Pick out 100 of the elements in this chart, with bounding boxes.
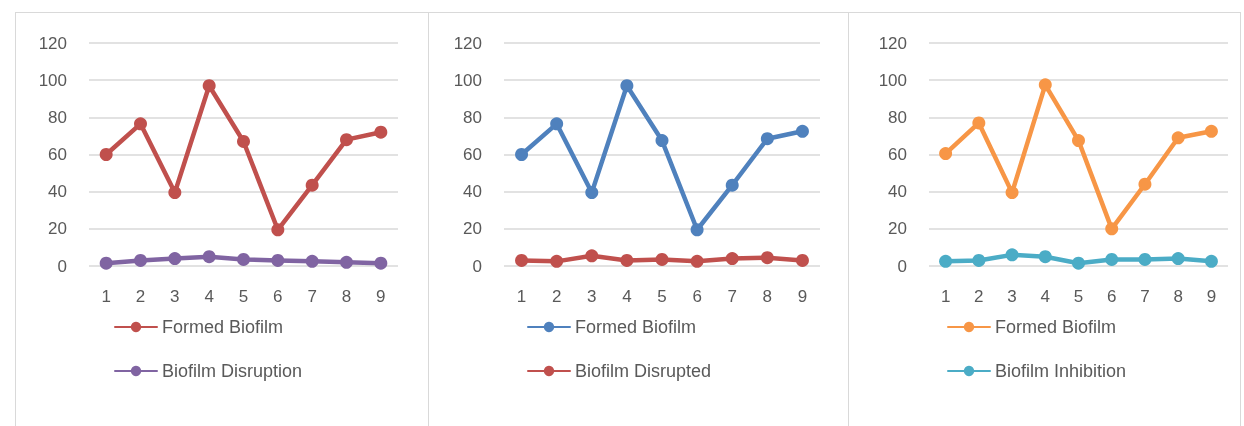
point bbox=[237, 253, 250, 266]
x-tick-label: 2 bbox=[974, 287, 984, 306]
x-tick-label: 1 bbox=[101, 287, 111, 306]
point bbox=[655, 253, 669, 266]
point bbox=[795, 253, 809, 267]
y-tick-label: 80 bbox=[48, 107, 67, 127]
point bbox=[1072, 256, 1085, 270]
legend-label: Formed Biofilm bbox=[575, 317, 697, 337]
x-tick-label: 4 bbox=[1040, 287, 1051, 306]
point bbox=[374, 256, 388, 270]
point bbox=[271, 253, 285, 267]
x-tick-label: 9 bbox=[376, 287, 386, 306]
point bbox=[305, 178, 319, 192]
point bbox=[134, 117, 147, 131]
point bbox=[1171, 252, 1185, 266]
x-tick-label: 2 bbox=[135, 287, 146, 306]
point bbox=[972, 253, 986, 267]
y-tick-label: 40 bbox=[463, 182, 482, 202]
point bbox=[585, 186, 599, 200]
point bbox=[134, 253, 147, 267]
point bbox=[515, 253, 529, 267]
x-tick-label: 7 bbox=[727, 287, 737, 306]
y-tick-label: 20 bbox=[463, 219, 482, 239]
x-tick-label: 2 bbox=[551, 287, 562, 306]
x-tick-label: 7 bbox=[1140, 287, 1150, 306]
point bbox=[1204, 124, 1218, 138]
point bbox=[1204, 254, 1218, 268]
point bbox=[99, 256, 113, 270]
point bbox=[620, 253, 634, 267]
x-tick-label: 8 bbox=[1173, 287, 1183, 306]
x-tick-label: 8 bbox=[762, 287, 773, 306]
point bbox=[1038, 78, 1052, 92]
point bbox=[305, 254, 319, 268]
point bbox=[620, 79, 634, 93]
y-tick-label: 60 bbox=[48, 145, 67, 164]
point bbox=[550, 117, 564, 131]
x-tick-label: 8 bbox=[341, 287, 352, 306]
y-tick-label: 100 bbox=[453, 70, 482, 90]
y-tick-label: 120 bbox=[878, 33, 907, 53]
x-tick-label: 3 bbox=[170, 287, 180, 306]
point bbox=[1138, 253, 1152, 266]
y-tick-label: 80 bbox=[888, 107, 907, 127]
legend-label: Formed Biofilm bbox=[162, 317, 284, 337]
y-tick-label: 0 bbox=[57, 256, 67, 276]
x-tick-label: 1 bbox=[940, 287, 951, 306]
point bbox=[202, 79, 216, 93]
point bbox=[1038, 250, 1052, 264]
point bbox=[1072, 134, 1085, 148]
x-tick-label: 4 bbox=[204, 287, 214, 306]
x-tick-label: 9 bbox=[797, 287, 808, 306]
point bbox=[168, 252, 182, 266]
point bbox=[237, 134, 250, 148]
point bbox=[795, 124, 809, 138]
y-tick-label: 100 bbox=[878, 70, 907, 90]
y-tick-label: 40 bbox=[888, 182, 907, 202]
point bbox=[1005, 248, 1019, 262]
y-tick-label: 20 bbox=[888, 219, 907, 239]
legend-label: Biofilm Disrupted bbox=[575, 361, 712, 381]
y-tick-label: 60 bbox=[463, 145, 482, 164]
legend-label: Formed Biofilm bbox=[995, 317, 1117, 337]
point bbox=[340, 133, 353, 147]
point bbox=[99, 148, 113, 161]
point bbox=[690, 254, 704, 268]
y-tick-label: 120 bbox=[38, 33, 67, 53]
point bbox=[725, 252, 739, 266]
y-tick-label: 60 bbox=[888, 145, 907, 164]
point bbox=[939, 147, 953, 161]
x-tick-label: 9 bbox=[1206, 287, 1217, 306]
point bbox=[939, 254, 953, 268]
x-tick-label: 5 bbox=[238, 287, 249, 306]
point bbox=[374, 125, 388, 139]
point bbox=[1138, 177, 1152, 191]
point bbox=[1105, 222, 1119, 236]
y-tick-label: 120 bbox=[453, 33, 482, 53]
point bbox=[1171, 131, 1185, 145]
y-tick-label: 80 bbox=[463, 107, 482, 127]
point bbox=[550, 254, 564, 268]
point bbox=[515, 148, 529, 161]
y-tick-label: 20 bbox=[48, 219, 67, 239]
x-tick-label: 3 bbox=[1007, 287, 1017, 306]
y-tick-label: 100 bbox=[38, 70, 67, 90]
x-tick-label: 1 bbox=[516, 287, 527, 306]
point bbox=[1005, 186, 1019, 200]
x-tick-label: 7 bbox=[307, 287, 317, 306]
point bbox=[340, 255, 353, 269]
y-tick-label: 0 bbox=[897, 256, 907, 276]
x-tick-label: 6 bbox=[692, 287, 702, 306]
legend-label: Biofilm Inhibition bbox=[995, 361, 1127, 381]
point bbox=[760, 132, 774, 146]
x-tick-label: 6 bbox=[1106, 287, 1117, 306]
x-tick-label: 4 bbox=[622, 287, 632, 306]
x-tick-label: 5 bbox=[657, 287, 667, 306]
point bbox=[760, 251, 774, 265]
point bbox=[655, 134, 669, 148]
x-tick-label: 5 bbox=[1073, 287, 1084, 306]
point bbox=[271, 223, 285, 237]
point bbox=[1105, 253, 1119, 266]
point bbox=[972, 116, 986, 130]
point bbox=[585, 249, 599, 263]
point bbox=[690, 223, 704, 237]
